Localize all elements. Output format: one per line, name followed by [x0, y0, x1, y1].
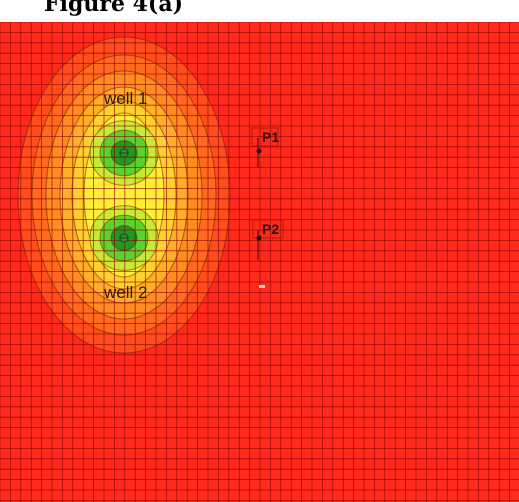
figure-caption-text: Figure 4(a)	[44, 0, 183, 17]
small-marker	[259, 285, 265, 288]
well-marker-1	[119, 148, 129, 158]
well-label-1: well 1	[103, 89, 147, 108]
observation-point-p1: P1	[251, 127, 279, 167]
drawdown-contour-map: well 1 well 2 P1 P2	[0, 22, 519, 502]
observation-point-p2-label: P2	[262, 221, 279, 237]
well-marker-2	[119, 233, 129, 243]
well-label-2: well 2	[103, 283, 147, 302]
observation-point-p1-label: P1	[262, 129, 279, 145]
model-grid-lines	[0, 22, 519, 502]
observation-point-p2: P2	[252, 219, 284, 260]
figure-caption: Figure 4(a)	[0, 0, 519, 24]
